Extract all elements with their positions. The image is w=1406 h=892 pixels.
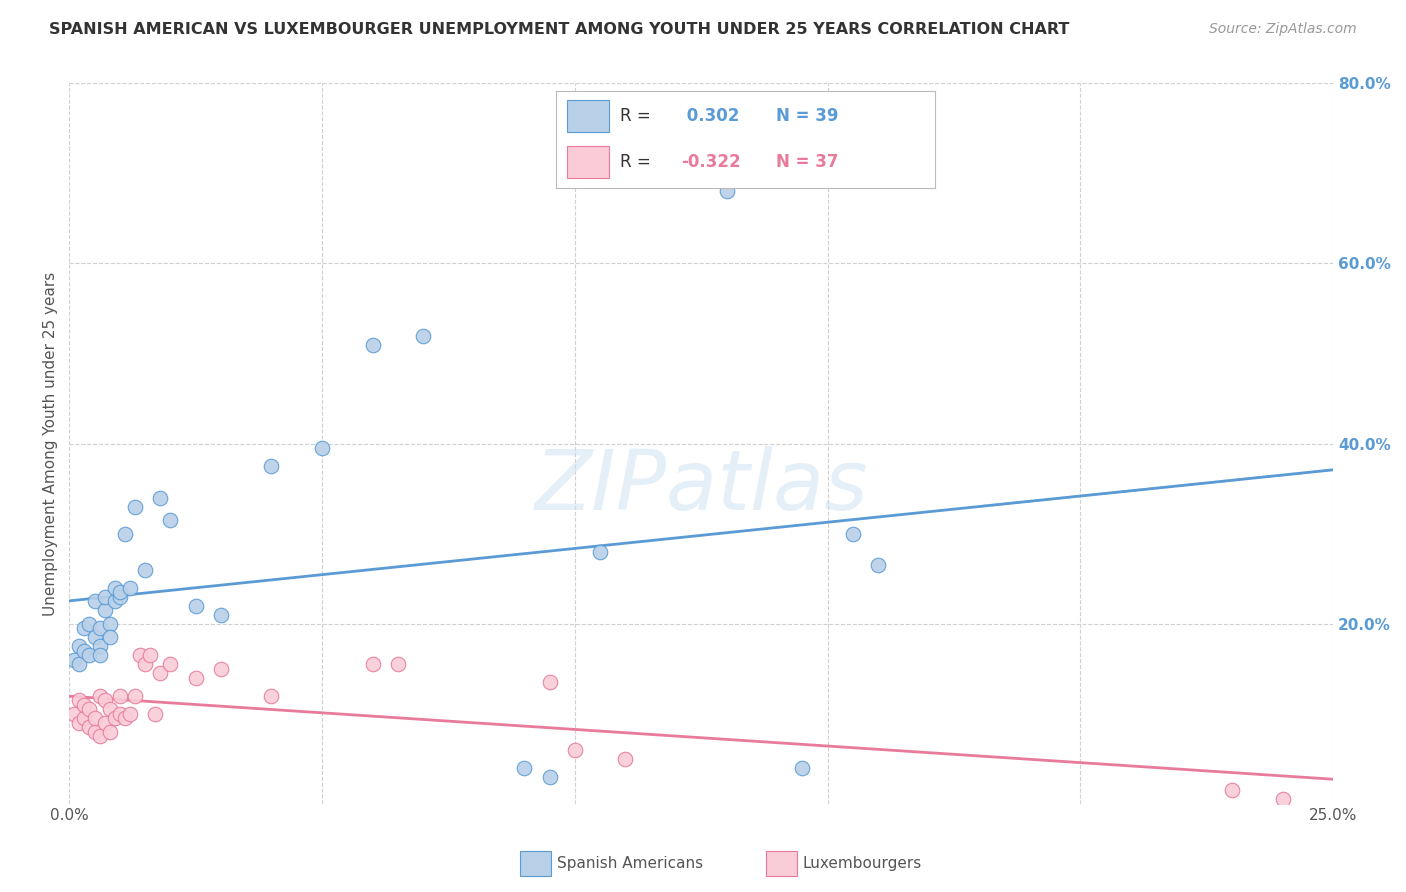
Point [93, 590, 115, 604]
Point [104, 581, 127, 595]
Point [209, 607, 232, 622]
Point [67, 693, 90, 707]
Point [868, 558, 890, 572]
Point [93, 715, 115, 730]
Point [89, 689, 111, 703]
Point [589, 544, 612, 558]
Point [108, 590, 131, 604]
Point [73, 643, 96, 657]
Point [93, 693, 115, 707]
Point [98, 702, 121, 716]
Point [538, 770, 561, 784]
Point [311, 441, 333, 455]
Point [842, 526, 865, 541]
Point [149, 491, 172, 505]
Point [83, 711, 105, 725]
Point [149, 666, 172, 681]
Point [104, 711, 127, 725]
Point [1220, 783, 1243, 797]
Point [361, 657, 384, 671]
Point [83, 594, 105, 608]
Point [361, 337, 384, 351]
Text: ZIPatlas: ZIPatlas [534, 446, 868, 527]
Point [67, 715, 90, 730]
Point [139, 648, 162, 662]
Point [412, 328, 434, 343]
Point [134, 563, 156, 577]
Point [124, 500, 146, 514]
Point [108, 706, 131, 721]
Point [67, 639, 90, 653]
Point [716, 185, 738, 199]
Point [108, 585, 131, 599]
Point [98, 630, 121, 644]
Point [98, 724, 121, 739]
Point [387, 657, 409, 671]
Point [129, 648, 152, 662]
Point [98, 616, 121, 631]
Text: Spanish Americans: Spanish Americans [557, 856, 703, 871]
Point [134, 657, 156, 671]
Text: Luxembourgers: Luxembourgers [803, 856, 922, 871]
Point [118, 581, 141, 595]
Point [73, 698, 96, 712]
Text: Source: ZipAtlas.com: Source: ZipAtlas.com [1209, 22, 1357, 37]
Point [564, 742, 586, 756]
Point [184, 599, 207, 613]
Point [63, 706, 86, 721]
Point [79, 702, 101, 716]
Point [143, 706, 166, 721]
Point [260, 689, 283, 703]
Point [104, 594, 127, 608]
Point [73, 621, 96, 635]
Point [67, 657, 90, 671]
Point [83, 724, 105, 739]
Point [513, 761, 536, 775]
Point [114, 711, 136, 725]
Point [79, 648, 101, 662]
Point [614, 751, 637, 765]
Text: SPANISH AMERICAN VS LUXEMBOURGER UNEMPLOYMENT AMONG YOUTH UNDER 25 YEARS CORRELA: SPANISH AMERICAN VS LUXEMBOURGER UNEMPLO… [49, 22, 1070, 37]
Point [93, 603, 115, 617]
Point [89, 639, 111, 653]
Point [184, 671, 207, 685]
Point [538, 675, 561, 690]
Point [63, 652, 86, 666]
Y-axis label: Unemployment Among Youth under 25 years: Unemployment Among Youth under 25 years [44, 271, 58, 615]
Point [89, 729, 111, 743]
Point [260, 458, 283, 473]
Point [124, 689, 146, 703]
Point [792, 761, 814, 775]
Point [1271, 792, 1294, 806]
Point [89, 621, 111, 635]
Point [79, 720, 101, 734]
Point [73, 711, 96, 725]
Point [108, 689, 131, 703]
Point [209, 662, 232, 676]
Point [159, 513, 181, 527]
Point [89, 648, 111, 662]
Point [118, 706, 141, 721]
Point [159, 657, 181, 671]
Point [83, 630, 105, 644]
Point [79, 616, 101, 631]
Point [114, 526, 136, 541]
